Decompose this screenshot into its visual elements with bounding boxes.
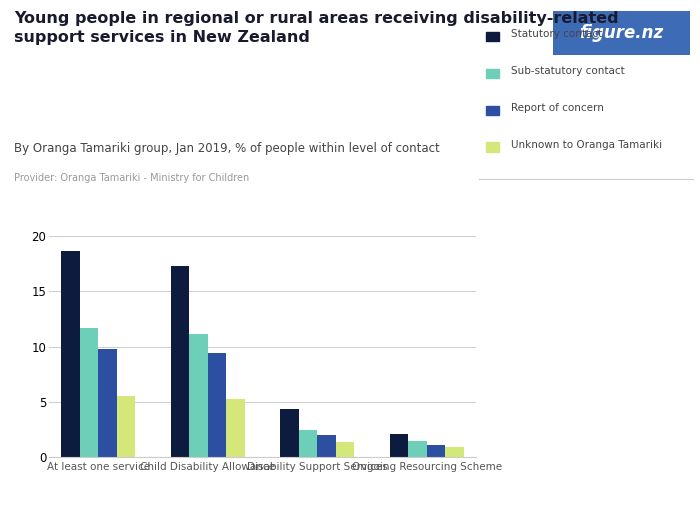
Bar <box>389 434 408 457</box>
Text: Sub-statutory contact: Sub-statutory contact <box>511 66 624 76</box>
Text: Statutory contact: Statutory contact <box>511 29 602 39</box>
Bar <box>336 443 354 457</box>
Bar <box>61 250 80 457</box>
Bar <box>226 400 245 457</box>
Bar <box>189 334 208 457</box>
Bar <box>208 353 226 457</box>
Text: By Oranga Tamariki group, Jan 2019, % of people within level of contact: By Oranga Tamariki group, Jan 2019, % of… <box>14 142 440 155</box>
Text: Provider: Oranga Tamariki - Ministry for Children: Provider: Oranga Tamariki - Ministry for… <box>14 173 249 183</box>
Text: Report of concern: Report of concern <box>511 103 604 113</box>
Bar <box>171 266 189 457</box>
Text: Unknown to Oranga Tamariki: Unknown to Oranga Tamariki <box>511 140 662 150</box>
Bar <box>117 396 136 457</box>
Text: figure.nz: figure.nz <box>579 24 664 42</box>
Bar <box>299 430 317 457</box>
Bar <box>98 349 117 457</box>
Bar <box>280 410 299 457</box>
Bar <box>80 328 98 457</box>
Bar <box>408 442 427 457</box>
Bar <box>427 445 445 457</box>
Text: Young people in regional or rural areas receiving disability-related
support ser: Young people in regional or rural areas … <box>14 10 619 45</box>
Bar <box>317 435 336 457</box>
Bar <box>445 447 464 457</box>
